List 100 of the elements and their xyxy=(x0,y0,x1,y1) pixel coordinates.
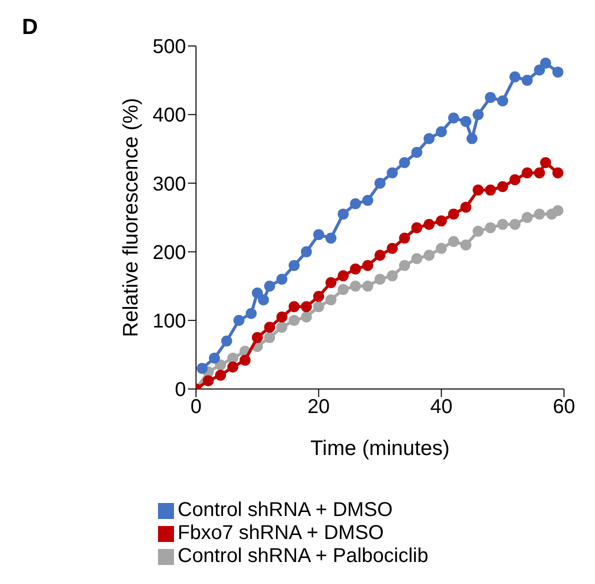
point xyxy=(460,116,472,127)
point xyxy=(552,167,564,178)
point xyxy=(534,208,545,220)
point xyxy=(552,205,564,216)
point xyxy=(300,301,312,312)
point xyxy=(221,335,232,346)
point xyxy=(362,194,374,206)
point xyxy=(436,215,447,226)
point xyxy=(448,112,460,124)
point xyxy=(540,157,552,168)
legend-label: Control shRNA + Palbociclib xyxy=(178,545,428,567)
x-tick-label: 0 xyxy=(190,396,202,418)
y-tick-label: 400 xyxy=(152,104,186,127)
point xyxy=(484,184,496,196)
point xyxy=(264,322,276,333)
point xyxy=(509,71,520,82)
point xyxy=(374,250,386,261)
point xyxy=(411,222,422,234)
y-tick-label: 200 xyxy=(152,242,186,264)
point xyxy=(522,212,533,223)
point xyxy=(227,362,238,373)
point xyxy=(288,314,300,326)
legend-label: Control shRNA + DMSO xyxy=(178,499,393,521)
point xyxy=(522,74,533,86)
y-axis-title: Relative fluorescence (%) xyxy=(119,98,142,338)
text: D xyxy=(22,14,38,40)
point xyxy=(313,290,324,302)
point xyxy=(208,352,220,364)
point xyxy=(534,64,545,76)
x-tick-label: 40 xyxy=(430,396,452,418)
point xyxy=(411,253,422,264)
y-tick-label: 0 xyxy=(174,379,186,402)
point xyxy=(460,239,472,250)
point xyxy=(215,370,226,381)
point xyxy=(240,354,251,366)
point xyxy=(497,95,508,106)
point xyxy=(472,109,484,120)
point xyxy=(325,232,336,244)
point xyxy=(374,274,386,285)
point xyxy=(300,311,312,322)
point xyxy=(276,274,288,285)
point xyxy=(313,229,324,240)
point xyxy=(497,218,508,230)
point xyxy=(509,174,520,186)
point xyxy=(399,232,410,244)
point xyxy=(252,332,263,344)
point xyxy=(411,146,422,158)
point xyxy=(338,284,349,296)
point xyxy=(522,167,533,178)
point xyxy=(246,308,257,320)
point xyxy=(264,280,276,292)
point xyxy=(288,301,300,312)
point xyxy=(509,218,520,230)
point xyxy=(233,314,244,326)
point xyxy=(258,294,269,306)
point xyxy=(448,236,460,248)
point xyxy=(215,359,226,370)
y-tick-label: 100 xyxy=(152,310,186,332)
point xyxy=(386,270,398,282)
y-tick-label: 500 xyxy=(152,36,186,58)
point xyxy=(460,202,472,213)
point xyxy=(338,270,349,282)
point xyxy=(374,178,386,189)
point xyxy=(276,322,288,333)
point xyxy=(252,287,263,298)
point xyxy=(362,260,374,272)
x-tick-label: 60 xyxy=(552,396,576,418)
point xyxy=(264,332,276,344)
point xyxy=(424,218,435,230)
point xyxy=(448,208,460,220)
y-tick-label: 300 xyxy=(152,173,186,196)
point xyxy=(325,277,336,288)
point xyxy=(300,246,312,258)
point xyxy=(227,352,238,364)
point xyxy=(362,280,374,292)
point xyxy=(552,66,564,78)
point xyxy=(202,375,214,386)
point xyxy=(436,242,447,254)
point xyxy=(350,280,361,292)
point xyxy=(399,157,410,168)
point xyxy=(196,362,208,374)
point xyxy=(424,133,435,144)
point xyxy=(540,58,552,69)
point xyxy=(386,167,398,178)
point xyxy=(472,184,484,196)
x-axis-title: Time (minutes) xyxy=(310,437,450,460)
point xyxy=(350,263,361,274)
point xyxy=(399,260,410,272)
point xyxy=(424,250,435,261)
point xyxy=(484,222,496,234)
x-tick-label: 20 xyxy=(308,396,330,418)
point xyxy=(276,311,288,322)
point xyxy=(466,133,478,144)
point xyxy=(288,260,300,272)
point xyxy=(338,208,349,220)
point xyxy=(325,294,336,306)
point xyxy=(313,301,324,312)
point xyxy=(386,242,398,254)
point xyxy=(472,226,484,237)
point xyxy=(436,126,447,138)
